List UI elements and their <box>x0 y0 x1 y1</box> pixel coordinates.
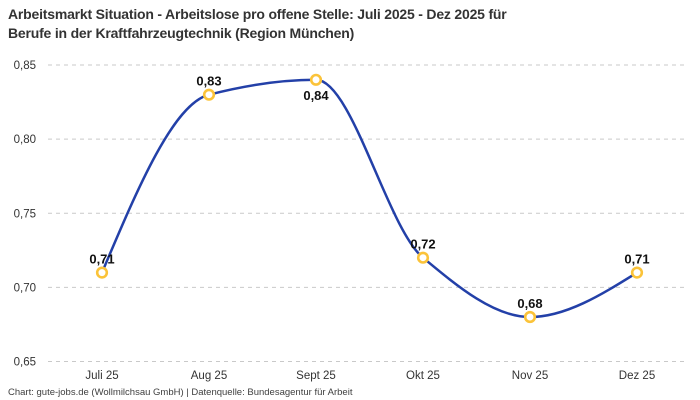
x-axis-tick-label: Nov 25 <box>512 370 548 382</box>
y-axis-tick-label: 0,75 <box>14 208 36 220</box>
y-axis-tick-label: 0,70 <box>14 282 36 294</box>
data-point-marker[interactable] <box>630 266 644 279</box>
y-axis-tick-label: 0,80 <box>14 134 36 146</box>
data-point-label: 0,84 <box>303 88 329 103</box>
data-point-label: 0,72 <box>410 237 435 252</box>
x-axis-tick-label: Okt 25 <box>406 370 440 382</box>
data-point-label: 0,68 <box>517 296 542 311</box>
chart-title: Arbeitsmarkt Situation - Arbeitslose pro… <box>8 6 507 41</box>
x-axis-tick-label: Sept 25 <box>296 370 336 382</box>
y-axis-tick-label: 0,85 <box>14 60 36 72</box>
data-point-marker[interactable] <box>523 310 537 324</box>
data-point-label: 0,71 <box>89 252 114 267</box>
data-point-label: 0,71 <box>624 252 649 267</box>
data-point-label: 0,83 <box>196 74 221 89</box>
x-axis-tick-label: Dez 25 <box>619 370 655 382</box>
data-line <box>100 78 639 319</box>
data-point-marker[interactable] <box>95 266 109 279</box>
x-axis-tick-label: Aug 25 <box>191 370 227 382</box>
data-point-marker[interactable] <box>309 73 323 86</box>
data-point-marker[interactable] <box>416 251 430 264</box>
y-axis-tick-label: 0,65 <box>14 357 36 369</box>
chart-credit: Chart: gute-jobs.de (Wollmilchsau GmbH) … <box>8 387 353 398</box>
data-point-marker[interactable] <box>202 88 216 101</box>
x-axis-tick-label: Juli 25 <box>85 370 118 382</box>
